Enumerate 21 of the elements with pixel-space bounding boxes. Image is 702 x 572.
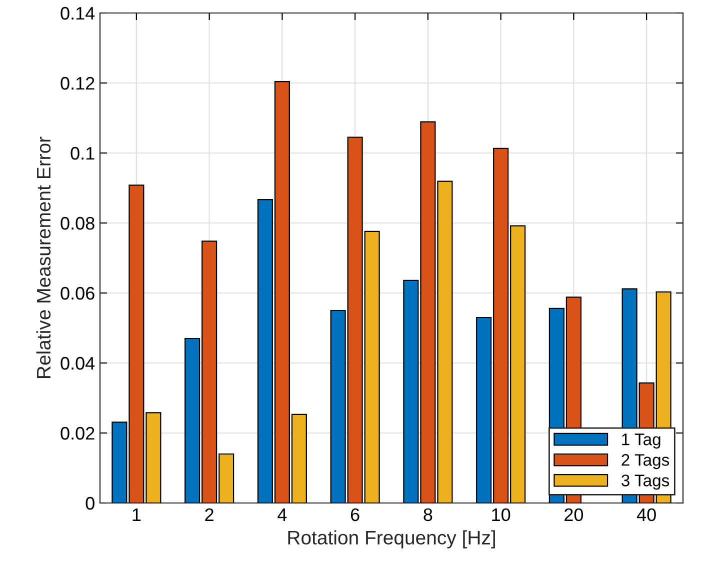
y-tick-label: 0.1 — [70, 146, 94, 160]
y-tick-label: 0.08 — [60, 216, 94, 230]
y-tick-label: 0.12 — [60, 76, 94, 90]
legend-label: 3 Tags — [622, 474, 670, 490]
legend-label: 1 Tag — [622, 434, 660, 449]
y-tick-label: 0 — [86, 496, 94, 510]
x-tick-label: 20 — [564, 508, 584, 522]
x-axis-title: Rotation Frequency [Hz] — [288, 530, 495, 548]
y-axis-title: Relative Measurement Error — [36, 136, 51, 378]
x-tick-label: 2 — [205, 508, 214, 521]
x-tick-label: 8 — [424, 508, 432, 522]
x-tick-label: 1 — [132, 508, 141, 521]
y-tick-label: 0.04 — [60, 356, 95, 370]
y-tick-label: 0.06 — [60, 286, 94, 300]
x-tick-label: 6 — [350, 508, 360, 522]
legend-label: 2 Tags — [622, 454, 670, 470]
y-tick-label: 0.02 — [60, 426, 94, 440]
x-tick-label: 10 — [492, 508, 510, 522]
x-tick-label: 40 — [636, 508, 656, 522]
y-tick-label: 0.14 — [60, 6, 95, 20]
x-tick-label: 4 — [278, 508, 287, 521]
